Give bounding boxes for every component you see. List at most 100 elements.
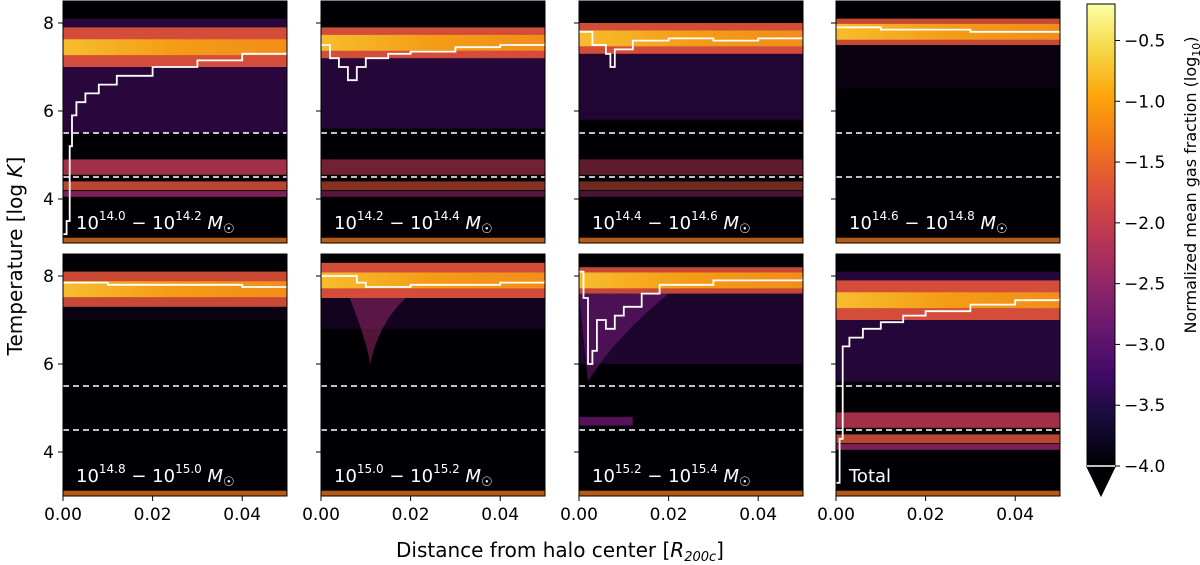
heatmap-cold-band [63, 191, 287, 197]
panels: 1014.0 − 1014.2 M☉ 4 6 8 1014.2 − 1014.4 M☉ 1… [43, 0, 1061, 525]
y-tick-label: 6 [43, 102, 54, 122]
panel-label-m152: 1015.2 − 1015.4 M☉ [592, 462, 751, 490]
heatmap-floor-strip [63, 490, 287, 496]
panel-label-m144: 1014.4 − 1014.6 M☉ [592, 209, 751, 237]
y-axis-title-main: Temperature [log [3, 184, 27, 356]
panel-frame-total [835, 253, 1061, 497]
y-tick-label: 8 [43, 267, 54, 287]
panel-frame-m146 [835, 0, 1061, 244]
panel-frame-m142 [320, 0, 546, 244]
panel-m148: 1014.8 − 1015.0 M☉ 4 6 8 0.00 0.02 0.04 [43, 253, 288, 525]
colorbar-tick-label: −4.0 [1124, 457, 1165, 477]
heatmap-floor-strip [321, 490, 545, 496]
x-axis-title-sub: 200c [684, 550, 716, 565]
heatmap-floor-strip [836, 237, 1060, 243]
y-axis-title: Temperature [log K] [3, 157, 27, 357]
x-tick-label: 0.04 [739, 505, 777, 525]
heatmap-plume [347, 293, 411, 364]
panel-frame-m148 [62, 253, 288, 497]
x-tick-label: 0.02 [650, 505, 688, 525]
x-axis-title-sym: R [670, 538, 684, 562]
heatmap-hot-core [63, 39, 287, 56]
colorbar-title: Normalized mean gas fraction (log10) [1181, 36, 1200, 333]
heatmap-m140 [63, 1, 287, 243]
x-axis-title-main: Distance from halo center [ [396, 538, 670, 562]
heatmap-m152 [579, 254, 803, 496]
heatmap-cold-band [579, 181, 803, 191]
heatmap-cold-band [579, 159, 803, 175]
heatmap-m148 [63, 254, 287, 496]
heatmap-haze [836, 45, 1060, 89]
x-axis-title-end: ] [716, 538, 724, 562]
median-profile-m148 [63, 281, 287, 288]
y-tick-label: 4 [43, 190, 54, 210]
panel-m152: 1015.2 − 1015.4 M☉ 0.00 0.02 0.04 [560, 253, 804, 525]
x-tick-label: 0.02 [392, 505, 430, 525]
heatmap-hot-core [836, 23, 1060, 40]
x-tick-label: 0.00 [817, 505, 855, 525]
heatmap-hot-core [579, 272, 803, 289]
panel-frame-m150 [320, 253, 546, 497]
heatmap-cold-band [836, 444, 1060, 450]
y-tick-label: 6 [43, 355, 54, 375]
panel-frame-m140 [62, 0, 288, 244]
median-profile-m152 [579, 270, 803, 365]
panel-m140: 1014.0 − 1014.2 M☉ 4 6 8 [43, 0, 288, 244]
median-profile-m140 [63, 51, 287, 236]
heatmap-cold-band [836, 434, 1060, 444]
panel-frame-m152 [578, 253, 804, 497]
panel-label-m146: 1014.6 − 1014.8 M☉ [849, 209, 1008, 237]
colorbar-tick-label: −3.0 [1124, 335, 1165, 355]
colorbar-ticks: −0.5 −1.0 −1.5 −2.0 −2.5 −3.0 −3.5 −4.0 [1087, 31, 1165, 477]
heatmap-cold-band [63, 181, 287, 191]
colorbar-tick-label: −3.5 [1124, 396, 1165, 416]
heatmap-floor-strip [321, 237, 545, 243]
heatmap-floor-strip [836, 490, 1060, 496]
heatmap-cold-band [579, 191, 803, 197]
heatmap-haze [579, 45, 803, 120]
panel-label-m140: 1014.0 − 1014.2 M☉ [76, 209, 235, 237]
heatmap-m142 [321, 1, 545, 243]
y-tick-label: 4 [43, 443, 54, 463]
heatmap-floor-strip [579, 237, 803, 243]
colorbar-title-main: Normalized mean gas fraction (log [1181, 57, 1200, 334]
x-tick-label: 0.04 [996, 505, 1034, 525]
median-profile-m142 [321, 42, 545, 82]
heatmap-cold-band [321, 181, 545, 191]
heatmap-cold-band [321, 159, 545, 175]
colorbar-tick-label: −0.5 [1124, 31, 1165, 51]
median-profile-m144 [579, 30, 803, 68]
x-tick-label: 0.04 [481, 505, 519, 525]
y-axis-title-sym: K [3, 163, 27, 178]
colorbar-title-sub: 10 [1190, 43, 1200, 57]
colorbar-title-end: ) [1181, 36, 1200, 42]
heatmap-m150 [321, 254, 545, 496]
heatmap-cold-band [579, 416, 633, 426]
panel-frame-m144 [578, 0, 804, 244]
panel-label-m142: 1014.2 − 1014.4 M☉ [334, 209, 493, 237]
heatmap-hot-core [63, 281, 287, 298]
colorbar-gradient [1086, 3, 1116, 467]
panel-label-m148: 1014.8 − 1015.0 M☉ [76, 462, 235, 490]
heatmap-total [836, 254, 1060, 496]
heatmap-cold-band [836, 412, 1060, 428]
heatmap-plume [579, 293, 669, 382]
heatmap-cold-band [321, 191, 545, 197]
colorbar-tick-label: −2.5 [1124, 275, 1165, 295]
heatmap-hot-core [321, 272, 545, 289]
heatmap-floor-strip [579, 490, 803, 496]
panel-label-m150: 1015.0 − 1015.2 M☉ [334, 462, 493, 490]
heatmap-m144 [579, 1, 803, 243]
panel-m150: 1015.0 − 1015.2 M☉ 0.00 0.02 0.04 [302, 253, 546, 525]
y-axis-title-end: ] [3, 157, 27, 165]
x-axis-title: Distance from halo center [R200c] [396, 538, 724, 565]
panel-m146: 1014.6 − 1014.8 M☉ [831, 0, 1061, 244]
panel-label-total: Total [848, 466, 891, 487]
x-tick-label: 0.02 [134, 505, 172, 525]
x-tick-label: 0.00 [560, 505, 598, 525]
panel-m144: 1014.4 − 1014.6 M☉ [574, 0, 804, 244]
colorbar: −0.5 −1.0 −1.5 −2.0 −2.5 −3.0 −3.5 −4.0 Normali… [1086, 3, 1200, 498]
colorbar-tick-label: −2.0 [1124, 214, 1165, 234]
panel-m142: 1014.2 − 1014.4 M☉ [316, 0, 546, 244]
